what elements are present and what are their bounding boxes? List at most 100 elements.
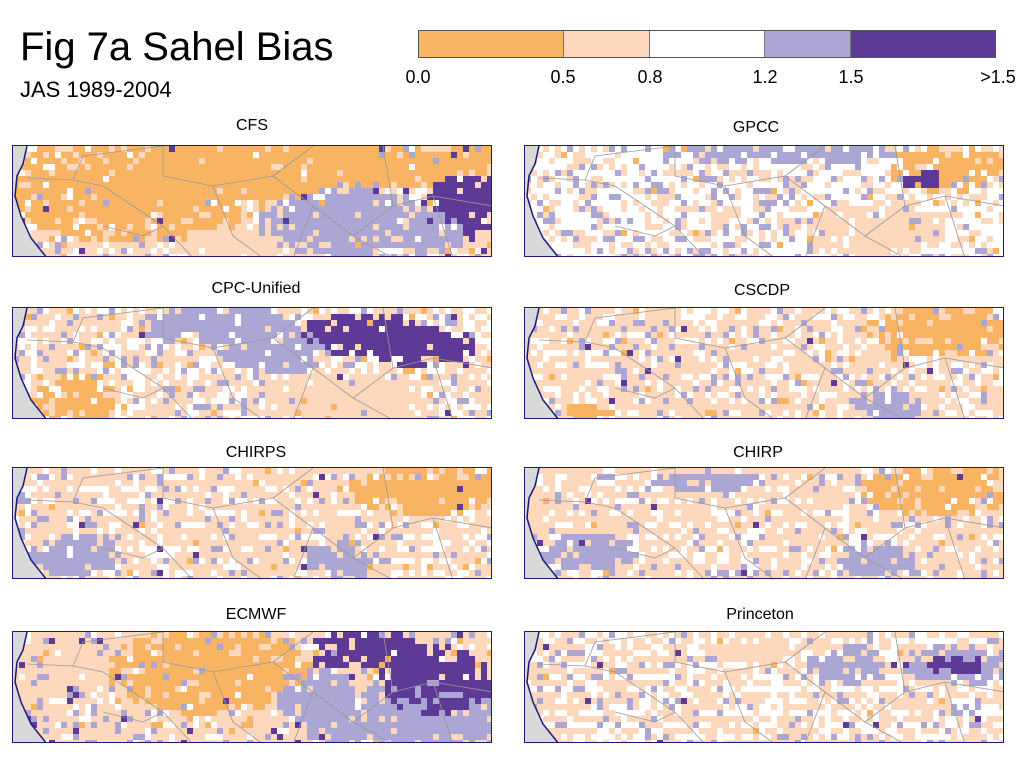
bias-cell xyxy=(37,320,43,326)
bias-cell xyxy=(951,320,957,326)
bias-cell xyxy=(37,176,43,182)
bias-cell xyxy=(475,398,481,404)
bias-cell xyxy=(343,200,349,206)
bias-cell xyxy=(145,146,151,152)
bias-cell xyxy=(993,344,999,350)
bias-cell xyxy=(163,410,169,416)
bias-cell xyxy=(337,242,343,248)
bias-cell xyxy=(139,218,145,224)
bias-cell xyxy=(289,338,295,344)
bias-cell xyxy=(169,182,175,188)
bias-cell xyxy=(115,158,121,164)
bias-cell xyxy=(103,362,109,368)
bias-cell xyxy=(885,236,891,242)
bias-cell xyxy=(675,224,681,230)
bias-cell xyxy=(855,410,861,416)
bias-cell xyxy=(97,326,103,332)
bias-cell xyxy=(975,344,981,350)
bias-cell xyxy=(531,356,537,362)
bias-cell xyxy=(397,404,403,410)
bias-cell xyxy=(271,248,277,254)
bias-cell xyxy=(229,254,235,256)
bias-cell xyxy=(373,242,379,248)
bias-cell xyxy=(843,248,849,254)
bias-cell xyxy=(567,404,573,410)
bias-cell xyxy=(723,350,729,356)
panel-label-princeton: Princeton xyxy=(726,606,794,623)
bias-cell xyxy=(585,200,591,206)
bias-cell xyxy=(361,146,367,152)
bias-cell xyxy=(337,398,343,404)
bias-cell xyxy=(109,158,115,164)
bias-cell xyxy=(217,230,223,236)
bias-cell xyxy=(427,480,433,486)
bias-cell xyxy=(669,380,675,386)
bias-cell xyxy=(337,308,343,314)
bias-cell xyxy=(621,350,627,356)
bias-cell xyxy=(759,308,765,314)
bias-cell xyxy=(879,200,885,206)
bias-cell xyxy=(97,468,103,474)
bias-cell xyxy=(975,308,981,314)
bias-cell xyxy=(55,326,61,332)
bias-cell xyxy=(753,158,759,164)
bias-cell xyxy=(873,386,879,392)
bias-cell xyxy=(49,332,55,338)
bias-cell xyxy=(475,254,481,256)
bias-cell xyxy=(813,242,819,248)
bias-cell xyxy=(343,380,349,386)
bias-cell xyxy=(361,320,367,326)
bias-cell xyxy=(633,158,639,164)
bias-cell xyxy=(301,164,307,170)
bias-cell xyxy=(555,416,561,418)
bias-cell xyxy=(265,230,271,236)
country-border xyxy=(538,339,704,418)
bias-cell xyxy=(139,392,145,398)
bias-cell xyxy=(115,194,121,200)
bias-cell xyxy=(259,254,265,256)
bias-cell xyxy=(61,200,67,206)
bias-cell xyxy=(331,314,337,320)
bias-cell xyxy=(145,188,151,194)
bias-cell xyxy=(349,224,355,230)
bias-cell xyxy=(271,218,277,224)
bias-cell xyxy=(451,338,457,344)
bias-cell xyxy=(361,468,367,474)
bias-cell xyxy=(705,410,711,416)
bias-cell xyxy=(445,386,451,392)
bias-cell xyxy=(753,374,759,380)
bias-cell xyxy=(699,176,705,182)
bias-cell xyxy=(921,164,927,170)
bias-cell xyxy=(567,164,573,170)
bias-cell xyxy=(813,146,819,152)
bias-cell xyxy=(591,356,597,362)
bias-cell xyxy=(85,206,91,212)
bias-cell xyxy=(145,158,151,164)
bias-cell xyxy=(403,176,409,182)
bias-cell xyxy=(705,314,711,320)
bias-cell xyxy=(145,398,151,404)
bias-cell xyxy=(319,416,325,418)
bias-cell xyxy=(621,242,627,248)
bias-cell xyxy=(37,200,43,206)
bias-cell xyxy=(385,362,391,368)
bias-cell xyxy=(591,194,597,200)
bias-cell xyxy=(963,164,969,170)
bias-cell xyxy=(543,344,549,350)
country-border xyxy=(944,195,965,256)
bias-cell xyxy=(421,380,427,386)
bias-cell xyxy=(747,170,753,176)
bias-cell xyxy=(409,314,415,320)
bias-cell xyxy=(199,368,205,374)
bias-cell xyxy=(61,146,67,152)
bias-cell xyxy=(337,320,343,326)
bias-cell xyxy=(481,248,487,254)
bias-cell xyxy=(91,188,97,194)
bias-cell xyxy=(981,386,987,392)
bias-cell xyxy=(969,320,975,326)
bias-cell xyxy=(97,374,103,380)
bias-cell xyxy=(229,236,235,242)
bias-cell xyxy=(693,404,699,410)
bias-cell xyxy=(975,200,981,206)
bias-cell xyxy=(55,474,61,480)
